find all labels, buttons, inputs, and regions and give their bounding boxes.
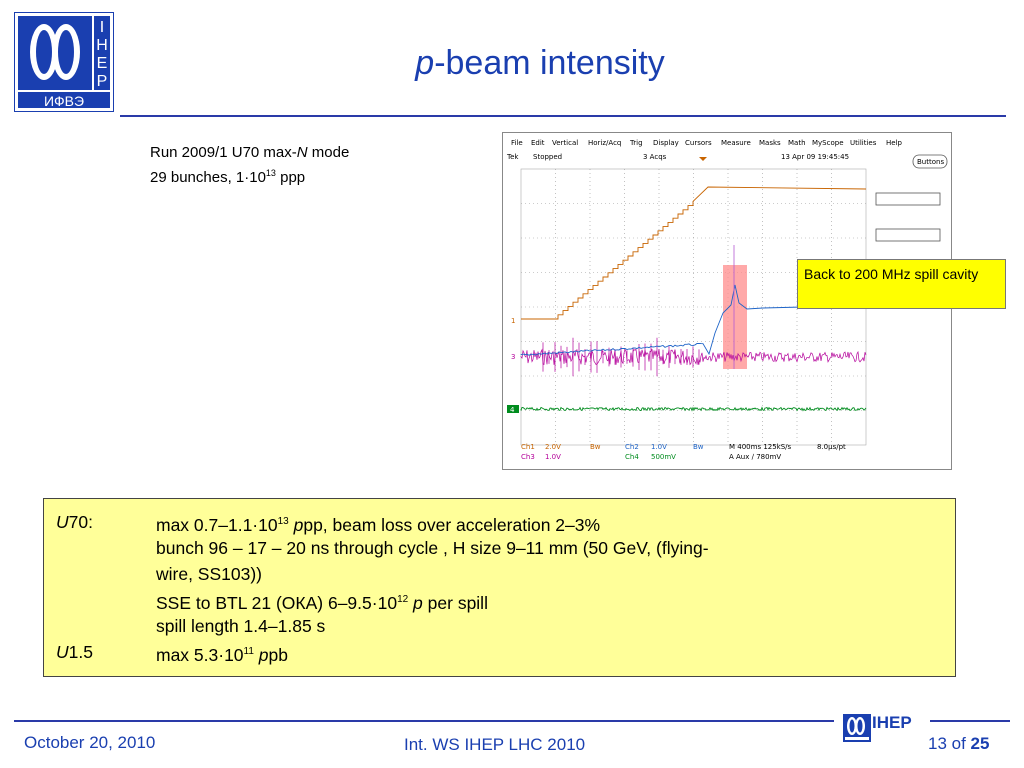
oscilloscope-screenshot: File Edit Vertical Horiz/Acq Trig Displa… bbox=[502, 132, 952, 470]
scope-ch4-scale: 500mV bbox=[651, 453, 676, 461]
page-number: 13 of 25 bbox=[928, 734, 990, 753]
ihep-mini-logo-icon bbox=[843, 714, 871, 742]
run-info-line1: Run 2009/1 U70 max-N mode bbox=[150, 144, 350, 161]
scope-buttons-label: Buttons bbox=[917, 158, 944, 166]
scope-menu-bar: File Edit Vertical Horiz/Acq Trig Displa… bbox=[511, 139, 903, 147]
scope-horiz: M 400ms 125kS/s bbox=[729, 443, 792, 451]
logo-cyrillic: ИФВЭ bbox=[44, 93, 84, 109]
scope-ch4-label: Ch4 bbox=[625, 453, 639, 461]
scope-ch2-label: Ch2 bbox=[625, 443, 639, 451]
scope-trigger-marker bbox=[699, 157, 707, 161]
logo-letter-h: H bbox=[96, 37, 108, 54]
scope-ch2-scale: 1.0V bbox=[651, 443, 667, 451]
scope-ch3-label: Ch3 bbox=[521, 453, 535, 461]
ihep-logo: I H E P ИФВЭ bbox=[14, 12, 114, 112]
scope-menu-masks: Masks bbox=[759, 139, 781, 147]
scope-ch3-marker: 3 bbox=[511, 353, 515, 361]
callout-spill-cavity: Back to 200 MHz spill cavity bbox=[797, 259, 1006, 309]
scope-ch3-scale: 1.0V bbox=[545, 453, 561, 461]
scope-ch1-bw: Bw bbox=[590, 443, 601, 451]
scope-horiz-pt: 8.0μs/pt bbox=[817, 443, 846, 451]
scope-ch1-scale: 2.0V bbox=[545, 443, 561, 451]
scope-menu-measure: Measure bbox=[721, 139, 751, 147]
scope-status-acqs: 3 Acqs bbox=[643, 153, 667, 161]
scope-menu-edit: Edit bbox=[531, 139, 545, 147]
logo-letter-i: I bbox=[100, 19, 104, 36]
logo-letter-e: E bbox=[97, 55, 108, 72]
scope-trig: A Aux ∕ 780mV bbox=[729, 453, 781, 461]
run-info: Run 2009/1 U70 max-N mode 29 bunches, 1·… bbox=[150, 142, 349, 188]
scope-ch1-label: Ch1 bbox=[521, 443, 535, 451]
scope-ch4-marker: 4 bbox=[510, 406, 515, 414]
scope-menu-math: Math bbox=[788, 139, 806, 147]
scope-status-tek: Tek bbox=[506, 153, 519, 161]
scope-trace-ch2 bbox=[520, 284, 867, 356]
scope-highlight-region bbox=[723, 265, 747, 369]
footer-conference: Int. WS IHEP LHC 2010 bbox=[404, 735, 586, 754]
bottom-divider-right bbox=[930, 720, 1010, 722]
scope-menu-help: Help bbox=[886, 139, 903, 147]
scope-status-state: Stopped bbox=[533, 153, 562, 161]
scope-menu-trig: Trig bbox=[629, 139, 643, 147]
scope-menu-cursors: Cursors bbox=[685, 139, 712, 147]
scope-menu-utilities: Utilities bbox=[850, 139, 877, 147]
scope-ch2-bw: Bw bbox=[693, 443, 704, 451]
page-title: p-beam intensity bbox=[415, 44, 665, 82]
scope-status-time: 13 Apr 09 19:45:45 bbox=[781, 153, 849, 161]
scope-ch1-marker: 1 bbox=[511, 317, 515, 325]
scope-menu-horizacq: Horiz/Acq bbox=[588, 139, 621, 147]
top-divider bbox=[120, 115, 1006, 117]
scope-trace-ch4 bbox=[520, 406, 867, 412]
scope-menu-vertical: Vertical bbox=[552, 139, 578, 147]
footer-brand: IHEP bbox=[872, 713, 912, 732]
run-info-line2: 29 bunches, 1·1013 ppp bbox=[150, 168, 306, 186]
scope-traces bbox=[520, 186, 867, 412]
scope-trace-ch1 bbox=[521, 186, 867, 320]
bottom-divider bbox=[14, 720, 834, 722]
scope-menu-myscope: MyScope bbox=[812, 139, 844, 147]
logo-letter-p: P bbox=[97, 73, 108, 90]
scope-menu-file: File bbox=[511, 139, 523, 147]
footer-date: October 20, 2010 bbox=[24, 733, 156, 752]
info-box: U70: max 0.7–1.1·1013 ppp, beam loss ove… bbox=[43, 498, 956, 677]
scope-readouts: Ch1 2.0V Bw Ch2 1.0V Bw Ch3 1.0V Ch4 500… bbox=[521, 443, 846, 461]
scope-menu-display: Display bbox=[653, 139, 679, 147]
